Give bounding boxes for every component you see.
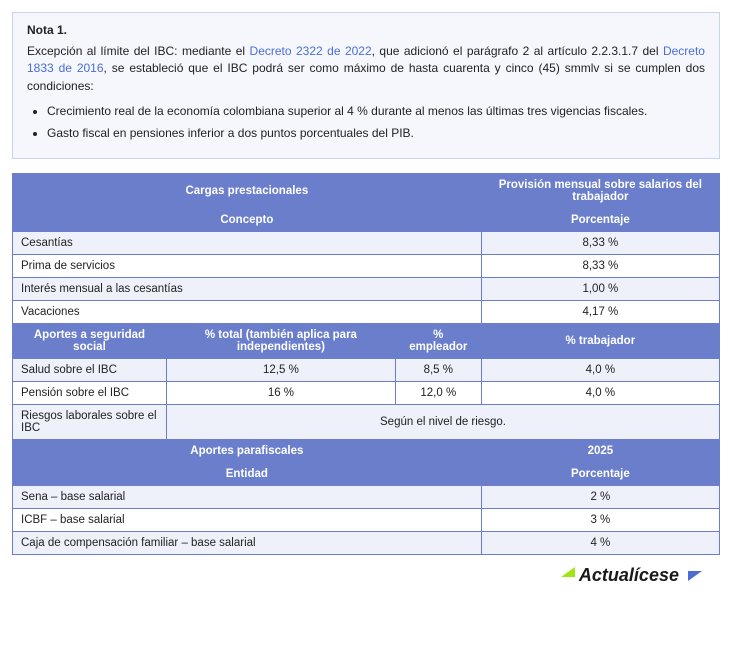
table-row: Salud sobre el IBC 12,5 % 8,5 % 4,0 % — [13, 358, 720, 381]
cell-concepto: Prima de servicios — [13, 254, 482, 277]
hdr-concepto: Concepto — [13, 208, 482, 231]
nota-title: Nota 1. — [27, 23, 705, 37]
cell-val: Según el nivel de riesgo. — [166, 404, 719, 439]
table-row: Riesgos laborales sobre el IBC Según el … — [13, 404, 720, 439]
cell-concepto: Sena – base salarial — [13, 485, 482, 508]
hdr-2025: 2025 — [481, 439, 719, 462]
hdr-total: % total (también aplica para independien… — [166, 323, 395, 358]
cell-concepto: ICBF – base salarial — [13, 508, 482, 531]
cell-concepto: Salud sobre el IBC — [13, 358, 167, 381]
cell-val: 4,0 % — [481, 381, 719, 404]
cell-pct: 2 % — [481, 485, 719, 508]
hdr-parafiscales: Aportes parafiscales — [13, 439, 482, 462]
hdr-cargas: Cargas prestacionales — [13, 173, 482, 208]
cell-pct: 8,33 % — [481, 231, 719, 254]
cell-val: 12,0 % — [395, 381, 481, 404]
nota-text-mid: , que adicionó el parágrafo 2 al artícul… — [372, 44, 663, 58]
table-row: Cesantías 8,33 % — [13, 231, 720, 254]
cell-concepto: Vacaciones — [13, 300, 482, 323]
main-table: Cargas prestacionales Provisión mensual … — [12, 173, 720, 555]
hdr-empleador: % empleador — [395, 323, 481, 358]
brand-logo: Actualícese — [561, 565, 702, 586]
nota-text-post: , se estableció que el IBC podrá ser com… — [27, 61, 705, 92]
cell-val: 4,0 % — [481, 358, 719, 381]
table-row: Pensión sobre el IBC 16 % 12,0 % 4,0 % — [13, 381, 720, 404]
cell-pct: 8,33 % — [481, 254, 719, 277]
table-row: Caja de compensación familiar – base sal… — [13, 531, 720, 554]
hdr-porcentaje2: Porcentaje — [481, 462, 719, 485]
nota-body: Excepción al límite del IBC: mediante el… — [27, 43, 705, 95]
cell-concepto: Pensión sobre el IBC — [13, 381, 167, 404]
nota-text-pre: Excepción al límite del IBC: mediante el — [27, 44, 250, 58]
nota-box: Nota 1. Excepción al límite del IBC: med… — [12, 12, 720, 159]
cell-pct: 4,17 % — [481, 300, 719, 323]
hdr-porcentaje: Porcentaje — [481, 208, 719, 231]
triangle-green-icon — [561, 567, 575, 577]
condition-2: Gasto fiscal en pensiones inferior a dos… — [47, 125, 705, 142]
cell-val: 16 % — [166, 381, 395, 404]
link-decreto-2322[interactable]: Decreto 2322 de 2022 — [250, 44, 372, 58]
cell-pct: 1,00 % — [481, 277, 719, 300]
condition-1: Crecimiento real de la economía colombia… — [47, 103, 705, 120]
triangle-blue-icon — [688, 571, 702, 581]
hdr-trabajador: % trabajador — [481, 323, 719, 358]
conditions-list: Crecimiento real de la economía colombia… — [27, 103, 705, 142]
table-row: Sena – base salarial 2 % — [13, 485, 720, 508]
table-row: Prima de servicios 8,33 % — [13, 254, 720, 277]
cell-val: 12,5 % — [166, 358, 395, 381]
cell-concepto: Caja de compensación familiar – base sal… — [13, 531, 482, 554]
logo-container: Actualícese — [12, 565, 720, 586]
cell-concepto: Cesantías — [13, 231, 482, 254]
hdr-entidad: Entidad — [13, 462, 482, 485]
hdr-provision: Provisión mensual sobre salarios del tra… — [481, 173, 719, 208]
cell-concepto: Interés mensual a las cesantías — [13, 277, 482, 300]
table-row: Vacaciones 4,17 % — [13, 300, 720, 323]
table-row: ICBF – base salarial 3 % — [13, 508, 720, 531]
brand-logo-text: Actualícese — [579, 565, 679, 585]
hdr-aportes: Aportes a seguridad social — [13, 323, 167, 358]
cell-pct: 4 % — [481, 531, 719, 554]
table-row: Interés mensual a las cesantías 1,00 % — [13, 277, 720, 300]
cell-concepto: Riesgos laborales sobre el IBC — [13, 404, 167, 439]
cell-pct: 3 % — [481, 508, 719, 531]
cell-val: 8,5 % — [395, 358, 481, 381]
